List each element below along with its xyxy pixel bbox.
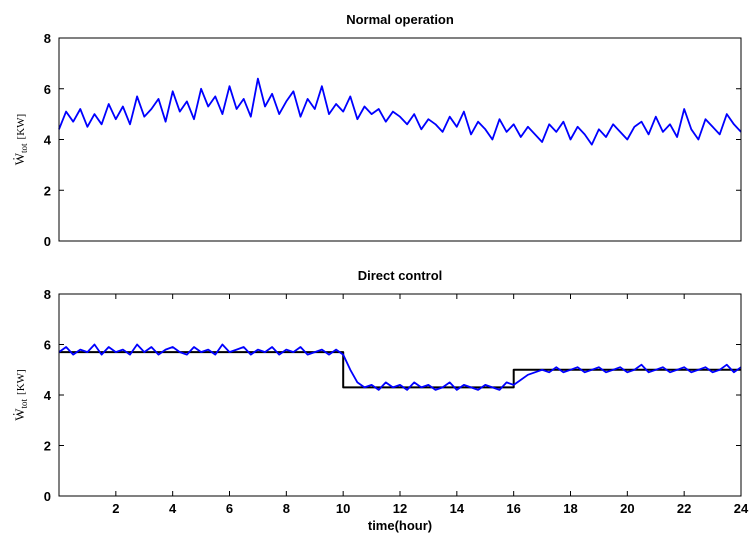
y-tick-label: 0 (44, 234, 51, 249)
y-tick-label: 4 (44, 388, 52, 403)
chart-normal-operation: Normal operation 0 2 4 6 8 Ẇtot [KW] (12, 12, 742, 249)
chart-title: Normal operation (346, 12, 454, 27)
y-tick-label: 0 (44, 489, 51, 504)
y-tick-label: 8 (44, 287, 51, 302)
axes-frame (58, 293, 742, 497)
y-tick-label: 4 (44, 133, 52, 148)
y-axis-label-main: Ẇ (12, 152, 27, 165)
chart-title: Direct control (358, 268, 443, 283)
y-axis-label: Ẇtot [KW] (12, 114, 29, 165)
y-tick-label: 6 (44, 82, 51, 97)
x-tick-label: 2 (112, 501, 119, 516)
x-tick-label: 10 (336, 501, 350, 516)
x-tick-label: 22 (677, 501, 691, 516)
x-tick-label: 20 (620, 501, 634, 516)
x-tick-label: 24 (734, 501, 749, 516)
x-axis-label: time(hour) (368, 518, 432, 533)
x-tick-label: 4 (169, 501, 177, 516)
y-axis-label-unit: [KW] (15, 369, 27, 395)
y-axis-label-subscript: tot (19, 398, 29, 408)
x-tick-label: 12 (393, 501, 407, 516)
series-line-1 (58, 343, 742, 391)
y-axis-label-subscript: tot (19, 143, 29, 153)
y-axis-label-main: Ẇ (12, 408, 27, 421)
series-line-0 (59, 351, 741, 389)
x-tick-label: 6 (226, 501, 233, 516)
x-tick-label: 14 (450, 501, 465, 516)
y-tick-label: 6 (44, 338, 51, 353)
x-tick-label: 8 (283, 501, 290, 516)
y-tick-label: 8 (44, 31, 51, 46)
y-tick-label: 2 (44, 183, 51, 198)
y-tick-label: 2 (44, 439, 51, 454)
x-tick-label: 16 (506, 501, 520, 516)
axes-frame (58, 37, 742, 242)
series-line-0 (58, 77, 742, 146)
y-axis-label-unit: [KW] (15, 114, 27, 140)
y-axis-label: Ẇtot [KW] (12, 369, 29, 420)
x-tick-label: 18 (563, 501, 577, 516)
